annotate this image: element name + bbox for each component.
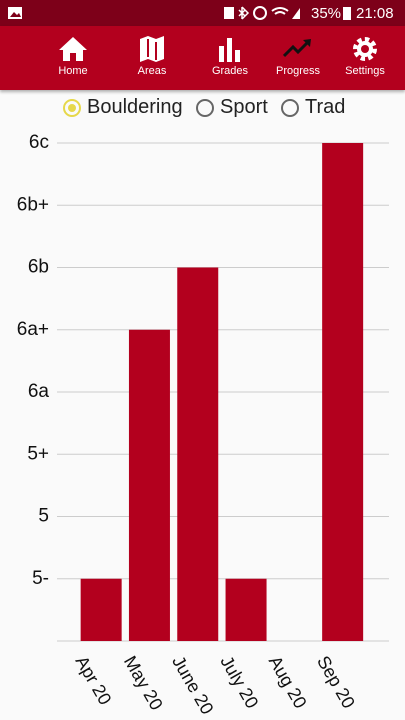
radio-bouldering[interactable]: Bouldering [63, 96, 183, 119]
status-bar: 35% 21:08 [0, 0, 405, 26]
y-tick-label: 6c [29, 132, 49, 153]
radio-label: Trad [305, 96, 346, 118]
bar [225, 578, 267, 641]
nav-areas[interactable]: Areas [117, 26, 187, 90]
gallery-icon [8, 7, 22, 19]
status-icons [224, 6, 300, 20]
discipline-selector: Bouldering Sport Trad [0, 94, 405, 124]
x-tick-label: Sep 20 [313, 652, 359, 711]
x-tick-label: Apr 20 [72, 652, 116, 708]
home-icon [59, 37, 87, 61]
bar [80, 578, 122, 641]
y-tick-label: 5- [32, 568, 49, 589]
x-tick-label: July 20 [216, 652, 262, 711]
x-tick-label: June 20 [168, 652, 217, 717]
nav-label: Home [58, 65, 88, 77]
x-tick-label: Aug 20 [265, 652, 311, 711]
map-icon [140, 36, 164, 62]
radio-sport[interactable]: Sport [196, 96, 268, 119]
radio-label: Bouldering [87, 96, 183, 118]
bar [177, 267, 219, 641]
y-tick-label: 5+ [27, 443, 49, 464]
nav-label: Progress [275, 65, 321, 77]
nav-home[interactable]: Home [38, 26, 108, 90]
nav-settings[interactable]: Settings [330, 26, 400, 90]
y-tick-label: 6b+ [17, 194, 49, 215]
radio-trad[interactable]: Trad [281, 96, 345, 119]
y-tick-label: 5 [38, 506, 49, 527]
nav-label: Areas [137, 65, 167, 77]
settings-icon [353, 37, 377, 61]
radio-circle [63, 98, 81, 117]
nav-grades[interactable]: Grades [195, 26, 265, 90]
radio-circle [281, 98, 299, 117]
y-tick-label: 6b [28, 257, 49, 278]
battery-icon [343, 7, 351, 20]
radio-label: Sport [220, 96, 268, 118]
grades-icon [219, 38, 240, 62]
y-tick-label: 6a [28, 381, 50, 402]
progress-icon [283, 39, 311, 58]
nav-bar: Home Areas Grades Progress Settings [0, 26, 405, 90]
x-tick-label: May 20 [120, 652, 167, 713]
nav-progress[interactable]: Progress [263, 26, 333, 90]
nav-label: Grades [211, 65, 249, 77]
battery-text: 35% [311, 5, 342, 22]
y-tick-label: 6a+ [17, 319, 49, 340]
bar [128, 329, 170, 641]
radio-circle [196, 98, 214, 117]
bar [322, 143, 364, 641]
nav-label: Settings [345, 65, 385, 77]
clock: 21:08 [356, 5, 394, 22]
